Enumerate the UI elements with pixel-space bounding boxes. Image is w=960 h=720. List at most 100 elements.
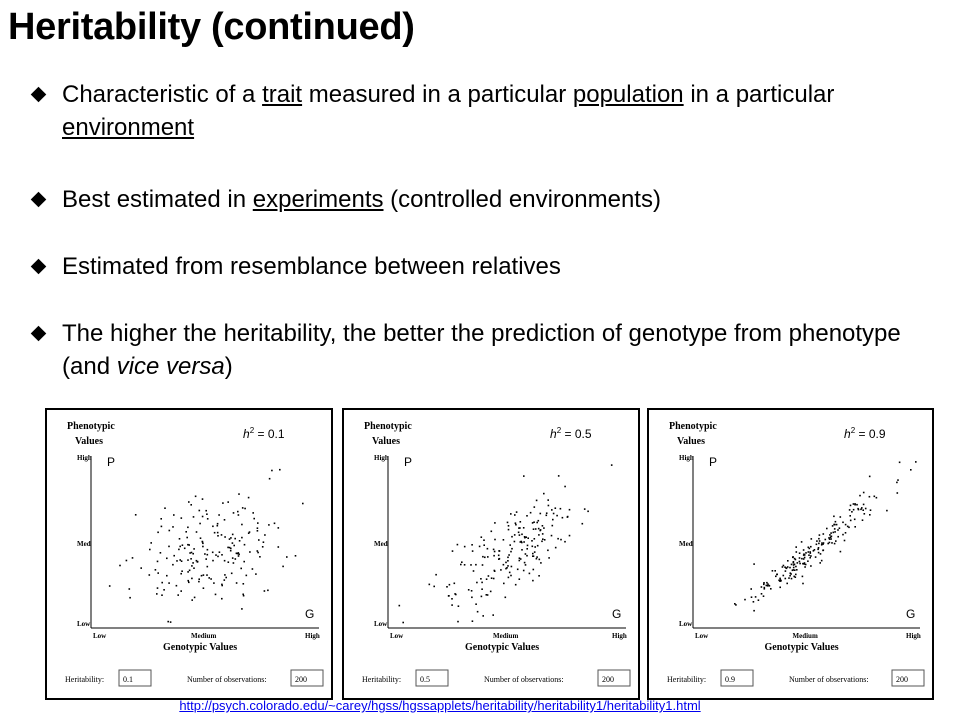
scatter-point: [453, 582, 456, 585]
scatter-point: [518, 557, 521, 559]
scatter-point: [518, 534, 521, 536]
scatter-point: [834, 531, 836, 533]
scatter-point: [547, 504, 550, 507]
scatter-point: [220, 534, 223, 536]
scatter-point: [205, 509, 207, 512]
scatter-point: [475, 563, 477, 566]
scatter-point: [202, 574, 205, 576]
scatter-point: [853, 518, 856, 521]
scatter-point: [536, 521, 538, 524]
scatter-point: [125, 559, 128, 562]
scatter-point: [786, 582, 788, 585]
scatter-point: [160, 525, 163, 528]
scatter-point: [542, 538, 544, 540]
scatter-point: [833, 542, 836, 545]
scatter-point: [402, 621, 404, 624]
scatter-point: [168, 582, 170, 584]
scatter-point: [818, 542, 820, 545]
scatter-point: [810, 555, 812, 557]
scatter-point: [830, 538, 832, 540]
scatter-point: [534, 546, 536, 548]
scatter-point: [531, 540, 533, 542]
scatter-point: [810, 565, 812, 567]
scatter-point: [497, 554, 500, 557]
scatter-point: [543, 539, 546, 541]
scatter-point: [241, 523, 243, 526]
scatter-point: [247, 496, 250, 499]
scatter-point: [302, 502, 304, 505]
scatter-point: [766, 585, 769, 587]
scatter-point: [564, 485, 566, 488]
scatter-point: [190, 551, 193, 554]
scatter-point: [231, 557, 234, 559]
scatter-point: [771, 570, 774, 572]
bullet-text: Estimated from resemblance between relat…: [62, 253, 561, 280]
scatter-point: [523, 541, 525, 543]
scatter-point: [750, 596, 753, 598]
scatter-point: [529, 511, 532, 514]
scatter-point: [779, 577, 781, 580]
scatter-point: [782, 574, 785, 577]
scatter-point: [198, 580, 200, 583]
scatter-point: [543, 492, 545, 495]
scatter-point: [490, 530, 493, 533]
scatter-point: [835, 523, 838, 526]
scatter-point: [192, 552, 194, 555]
scatter-point: [839, 516, 842, 518]
scatter-point: [150, 542, 152, 544]
scatter-point: [264, 534, 266, 536]
scatter-point: [476, 581, 478, 584]
scatter-point: [510, 513, 512, 515]
genotype-marker: G: [305, 607, 314, 621]
scatter-point: [807, 551, 810, 553]
scatter-point: [463, 564, 466, 566]
scatter-point: [910, 469, 912, 471]
scatter-point: [854, 503, 856, 506]
scatter-point: [510, 565, 513, 568]
scatter-point: [763, 588, 766, 590]
scatter-point: [784, 570, 787, 572]
scatter-point: [502, 539, 505, 541]
scatter-point: [525, 536, 527, 538]
scatter-point: [539, 529, 541, 532]
scatter-point: [514, 583, 517, 586]
slide-title: Heritability (continued): [8, 6, 415, 48]
scatter-point: [548, 557, 550, 559]
scatter-point: [206, 565, 209, 568]
scatter-point: [762, 595, 765, 597]
scatter-point: [498, 550, 501, 552]
y-tick-label: High: [77, 454, 92, 462]
scatter-point: [192, 516, 195, 518]
scatter-point: [242, 594, 245, 597]
scatter-point: [864, 507, 867, 510]
heritability-field-label: Heritability:: [362, 675, 401, 684]
scatter-point: [232, 562, 235, 564]
scatter-point: [242, 593, 244, 596]
scatter-point: [506, 567, 508, 569]
scatter-point: [809, 556, 811, 559]
scatter-point: [816, 540, 818, 542]
scatter-point: [828, 537, 830, 539]
scatter-point: [822, 549, 825, 551]
bullet-text-run: vice versa: [116, 353, 225, 380]
scatter-point: [187, 559, 189, 561]
source-link[interactable]: http://psych.colorado.edu/~carey/hgss/hg…: [179, 698, 701, 713]
scatter-point: [206, 518, 209, 520]
scatter-point: [161, 594, 163, 596]
scatter-point: [463, 545, 466, 548]
scatter-point: [249, 551, 251, 553]
phenotype-marker: P: [107, 455, 115, 469]
scatter-point: [817, 551, 820, 554]
scatter-point: [526, 548, 528, 550]
scatter-point: [235, 582, 238, 584]
scatter-point: [178, 548, 180, 551]
scatter-point: [486, 594, 489, 596]
scatter-point: [448, 583, 451, 586]
scatter-panel-h09: Phenotypic Values h2 = 0.9 P G High Med Low Low M…: [647, 408, 934, 700]
scatter-point: [451, 550, 454, 552]
scatter-point: [480, 578, 482, 580]
scatter-point: [774, 570, 776, 572]
scatter-point: [277, 527, 280, 529]
scatter-point: [518, 559, 521, 562]
